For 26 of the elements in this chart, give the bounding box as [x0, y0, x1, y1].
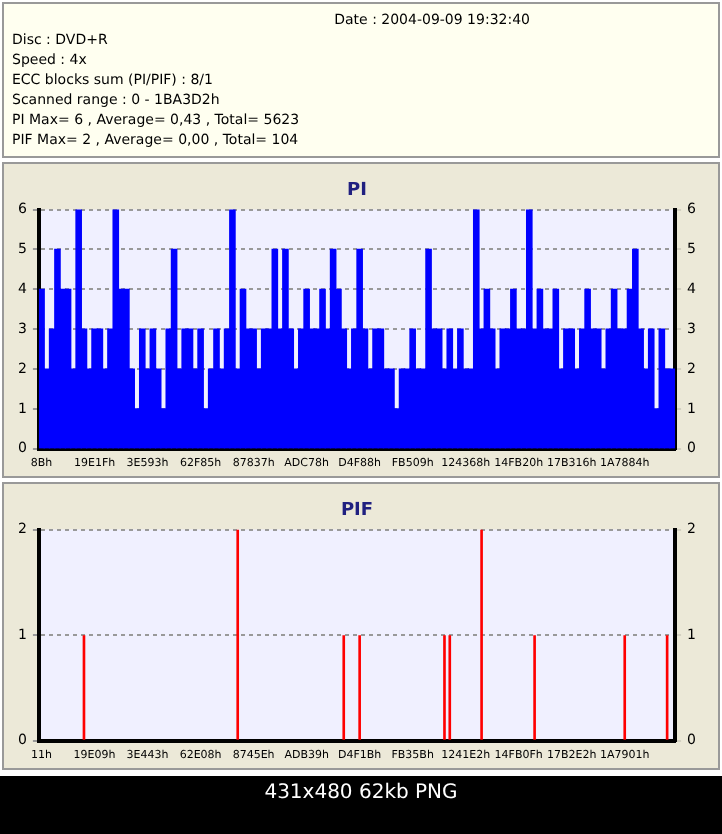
bar	[112, 209, 120, 449]
bar	[181, 328, 189, 449]
chart-title: PIF	[340, 501, 374, 522]
bar	[669, 368, 676, 449]
bar	[409, 328, 416, 449]
bar	[75, 209, 82, 449]
bar	[472, 209, 480, 449]
bar	[388, 368, 395, 449]
bar	[197, 328, 204, 449]
bar	[372, 328, 379, 449]
bar	[213, 328, 220, 449]
bar	[250, 328, 257, 449]
text: 431x480 62kb PNG	[262, 780, 460, 808]
chart-title: PI	[347, 181, 367, 202]
bar	[446, 328, 454, 449]
bar	[38, 288, 45, 449]
bar	[568, 328, 576, 449]
bar	[552, 288, 560, 449]
bar	[123, 288, 130, 449]
bar	[229, 209, 236, 449]
bar	[425, 248, 432, 449]
bar	[647, 328, 655, 449]
bar	[319, 288, 326, 449]
bar	[91, 328, 98, 449]
bar	[356, 248, 363, 449]
bar	[525, 209, 533, 449]
